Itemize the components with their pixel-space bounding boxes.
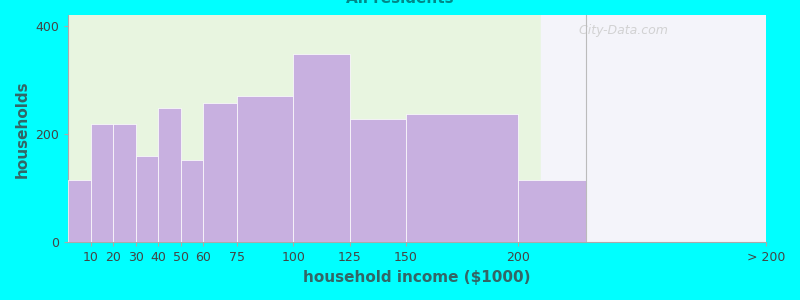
Bar: [69, 180, 91, 242]
Bar: [114, 124, 136, 242]
X-axis label: household income ($1000): household income ($1000): [303, 270, 531, 285]
Text: All residents: All residents: [346, 0, 454, 6]
Y-axis label: households: households: [15, 80, 30, 178]
Bar: [406, 113, 518, 242]
Bar: [203, 103, 237, 242]
Text: City-Data.com: City-Data.com: [570, 24, 667, 37]
Bar: [91, 124, 114, 242]
Bar: [69, 15, 541, 242]
Bar: [541, 15, 766, 242]
Bar: [136, 156, 158, 242]
Bar: [294, 54, 350, 242]
Bar: [518, 180, 586, 242]
Bar: [237, 96, 294, 242]
Bar: [181, 160, 203, 242]
Bar: [350, 119, 406, 242]
Bar: [158, 108, 181, 242]
